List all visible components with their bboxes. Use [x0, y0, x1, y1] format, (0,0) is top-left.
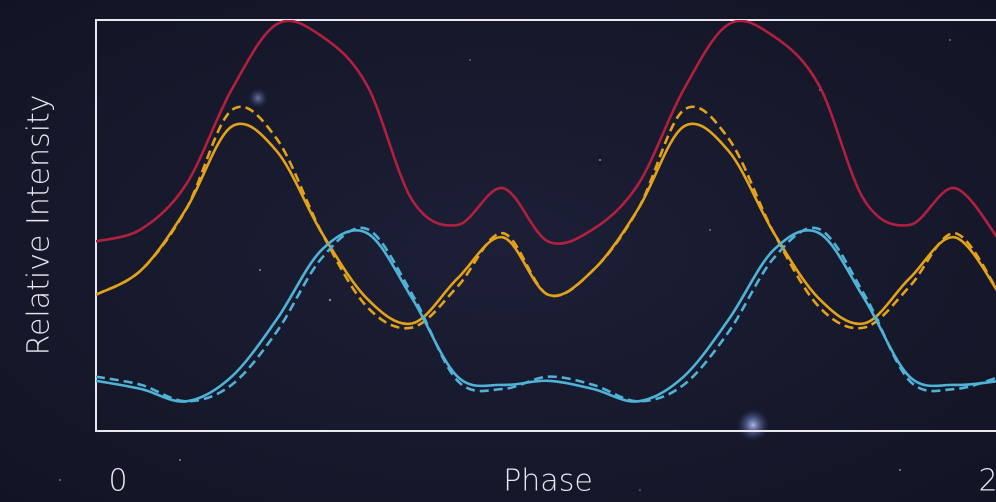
series-line [96, 122, 996, 326]
x-tick-label: 2 [978, 464, 996, 499]
series-line [96, 226, 996, 403]
series-line [96, 20, 996, 246]
plot-frame [95, 19, 996, 432]
y-axis-label: Relative Intensity [22, 94, 57, 355]
x-tick-label: 0 [108, 464, 127, 499]
stars [39, 39, 951, 491]
star-glow [248, 88, 268, 108]
star-glow [737, 409, 769, 441]
series-line [96, 228, 996, 403]
plot-area [96, 20, 996, 403]
x-axis-label: Phase [503, 464, 593, 499]
